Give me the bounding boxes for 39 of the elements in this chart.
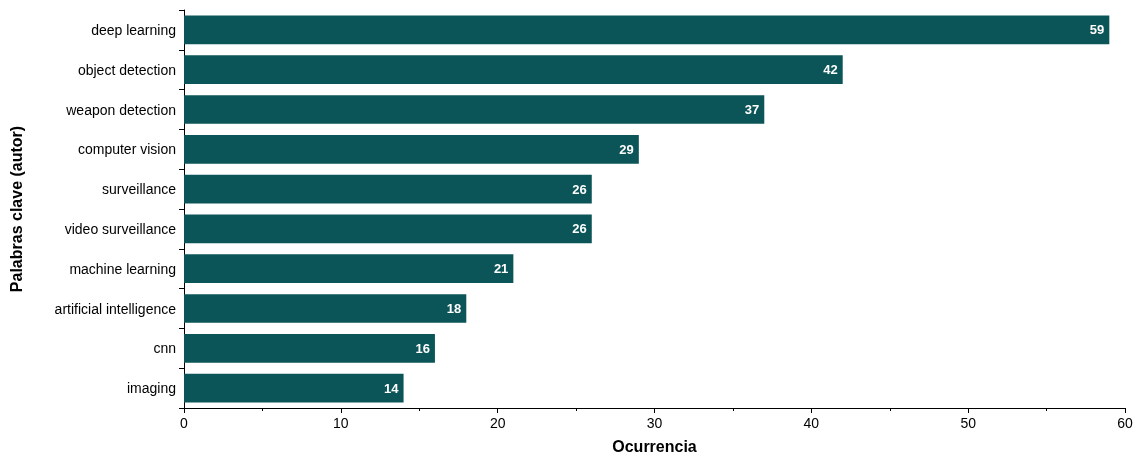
bar xyxy=(184,294,467,323)
bar xyxy=(184,214,592,244)
y-tick-label: weapon detection xyxy=(65,101,176,118)
bar xyxy=(184,95,765,124)
bar xyxy=(184,134,639,164)
x-tick-label: 10 xyxy=(333,415,349,431)
data-label: 21 xyxy=(493,261,509,277)
data-label: 16 xyxy=(415,340,430,356)
data-label: 42 xyxy=(823,62,838,78)
y-axis-title: Palabras clave (autor) xyxy=(7,125,25,293)
bar xyxy=(184,254,514,284)
x-tick-label: 50 xyxy=(960,415,977,431)
y-tick-label: cnn xyxy=(153,340,176,357)
y-tick-label: machine learning xyxy=(69,260,176,277)
bar xyxy=(184,333,435,363)
data-label: 26 xyxy=(572,181,587,197)
data-label: 26 xyxy=(572,221,587,237)
data-label: 18 xyxy=(446,301,462,316)
bar xyxy=(184,373,404,403)
y-tick-label: deep learning xyxy=(91,21,176,38)
y-tick-label: object detection xyxy=(77,61,176,78)
x-tick-label: 60 xyxy=(1117,415,1133,431)
y-tick-label: computer vision xyxy=(77,141,176,158)
x-axis-title: Ocurrencia xyxy=(612,437,697,455)
y-tick-label: video surveillance xyxy=(64,220,177,237)
x-tick-label: 20 xyxy=(489,415,506,431)
bar xyxy=(184,174,592,204)
data-label: 14 xyxy=(384,380,400,396)
bar xyxy=(184,55,843,85)
data-label: 37 xyxy=(744,102,760,117)
data-label: 59 xyxy=(1089,22,1105,38)
data-label: 29 xyxy=(619,141,634,157)
bar xyxy=(184,15,1110,45)
x-tick-label: 40 xyxy=(803,415,820,431)
y-tick-label: surveillance xyxy=(102,181,177,198)
x-tick-label: 0 xyxy=(180,415,189,431)
y-tick-label: artificial intelligence xyxy=(54,300,177,317)
x-tick-label: 30 xyxy=(646,415,663,431)
y-tick-label: imaging xyxy=(126,380,176,397)
